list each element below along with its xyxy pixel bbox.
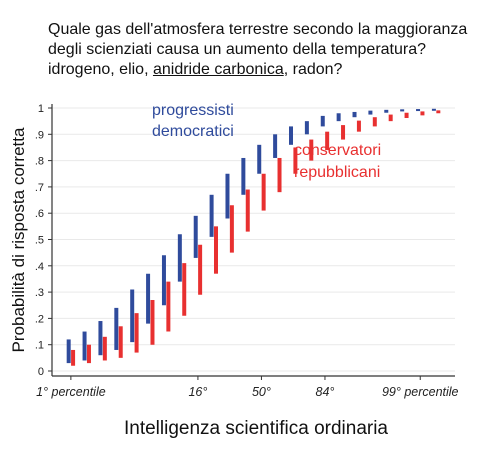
y-tick-label: .6 [35, 208, 44, 220]
question-text: Quale gas dell'atmosfera terrestre secon… [48, 20, 484, 80]
correct-answer: anidride carbonica [152, 61, 284, 78]
y-ticks: 0 .1 .2 .3 .4 .5 .6 .7 .8 .9 1 [35, 103, 52, 378]
x-tick-label: 50° [252, 385, 271, 399]
y-tick-label: .7 [35, 182, 44, 194]
x-tick-label: 1° percentile [36, 385, 106, 399]
y-tick-label: 1 [38, 103, 44, 115]
y-tick-label: .8 [35, 156, 44, 168]
x-tick-label: 16° [188, 385, 207, 399]
y-tick-label: .1 [35, 340, 44, 352]
y-tick-label: .5 [35, 235, 44, 247]
y-tick-label: 0 [38, 366, 44, 378]
range-bars [66, 108, 441, 366]
legend-label-series-2-line-2: repubblicani [294, 164, 380, 181]
y-tick-label: .9 [35, 129, 44, 141]
y-tick-label: .2 [35, 313, 44, 325]
legend-label-series-1-line-2: democratici [152, 123, 234, 140]
x-ticks: 1° percentile 16° 50° 84° 99° percentile [36, 376, 459, 399]
y-axis-label: Probabilità di risposta corretta [9, 127, 28, 352]
legend-label-series-1-line-1: progressisti [152, 102, 234, 119]
question-before: Quale gas dell'atmosfera terrestre secon… [48, 21, 468, 78]
y-tick-label: .3 [35, 287, 44, 299]
x-tick-label: 84° [316, 385, 335, 399]
grid-lines [52, 107, 455, 372]
x-axis-label: Intelligenza scientifica ordinaria [124, 418, 388, 439]
y-tick-label: .4 [35, 261, 44, 273]
question-after: , radon? [283, 61, 343, 78]
legend-label-series-2-line-1: conservatori [294, 142, 381, 159]
x-tick-label: 99° percentile [382, 385, 459, 399]
